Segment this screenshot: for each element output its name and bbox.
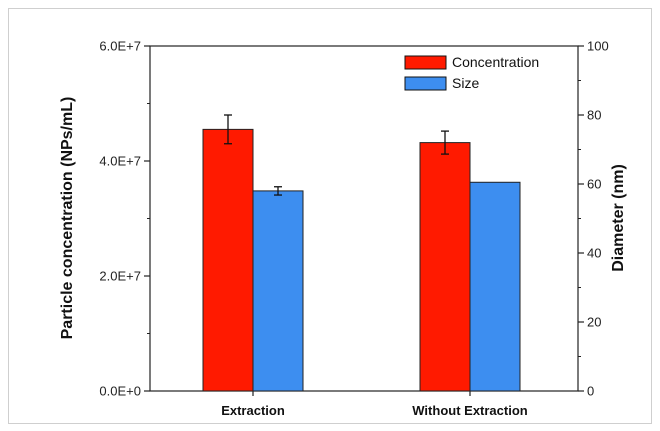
bar-size-without-extraction <box>469 181 521 392</box>
y-tick-label-right: 0 <box>587 384 594 399</box>
chart-marks: 0.0E+0 2.0E+7 4.0E+7 6.0E+7 0 20 40 60 80 100 Extr… <box>99 39 608 419</box>
y-axis-title-left: Particle concentration (NPs/mL) <box>59 97 76 340</box>
y-tick-label-right: 20 <box>587 315 601 330</box>
legend-swatch-concentration <box>404 55 447 70</box>
y-tick-label-right: 40 <box>587 246 601 261</box>
y-tick-label-left: 0.0E+0 <box>99 384 141 399</box>
x-tick-label: Without Extraction <box>412 403 527 418</box>
legend-label-concentration: Concentration <box>452 54 539 70</box>
y-tick-label-right: 60 <box>587 177 601 192</box>
y-tick-label-left: 4.0E+7 <box>99 154 141 169</box>
bar-size-extraction <box>252 190 304 392</box>
bar-concentration-without-extraction <box>419 142 471 392</box>
bar-concentration-extraction <box>202 128 254 392</box>
y-tick-label-right: 80 <box>587 108 601 123</box>
legend-swatch-size <box>404 76 447 91</box>
y-tick-label-left: 6.0E+7 <box>99 39 141 54</box>
y-axis-title-right: Diameter (nm) <box>610 164 627 272</box>
legend-label-size: Size <box>452 75 479 91</box>
chart-frame <box>8 8 652 424</box>
y-tick-label-left: 2.0E+7 <box>99 269 141 284</box>
y-tick-label-right: 100 <box>587 39 609 54</box>
legend: Concentration Size <box>404 54 539 91</box>
x-tick-label: Extraction <box>221 403 285 418</box>
